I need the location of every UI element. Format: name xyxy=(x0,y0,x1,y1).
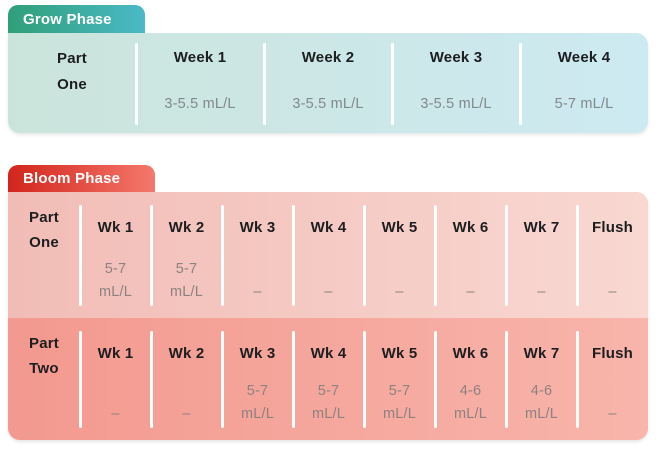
column-divider xyxy=(135,43,138,125)
bloom-r1-wk5-value: – xyxy=(395,284,404,300)
bloom-r1-wk3-header: Wk 3 xyxy=(239,219,276,236)
grow-week3-cell: Week 3 3-5.5 mL/L xyxy=(392,33,520,133)
bloom-r2-wk5-value: 5-7 mL/L xyxy=(382,383,417,422)
bloom-r2-wk4-cell: Wk 4 5-7 mL/L xyxy=(293,318,364,440)
bloom-r1-wk1-cell: Wk 1 5-7 mL/L xyxy=(80,192,151,318)
bloom-r2-wk2-value: – xyxy=(182,406,191,422)
bloom-r2-flush-value: – xyxy=(608,406,617,422)
grow-week1-value: 3-5.5 mL/L xyxy=(164,96,236,112)
column-divider xyxy=(263,43,266,125)
bloom-r2-wk3-header: Wk 3 xyxy=(239,345,276,362)
bloom-r1-wk4-value: – xyxy=(324,284,333,300)
bloom-phase-table: Part One Wk 1 5-7 mL/L Wk 2 5-7 mL/L Wk 3 … xyxy=(8,192,648,440)
column-divider xyxy=(150,205,153,306)
bloom-r1-wk3-cell: Wk 3 – xyxy=(222,192,293,318)
column-divider xyxy=(221,331,224,428)
bloom-r1-wk4-header: Wk 4 xyxy=(310,219,347,236)
column-divider xyxy=(391,43,394,125)
bloom-r2-wk3-cell: Wk 3 5-7 mL/L xyxy=(222,318,293,440)
bloom-r2-wk7-value: 4-6 mL/L xyxy=(524,383,559,422)
grow-week3-header: Week 3 xyxy=(429,49,483,66)
bloom-phase-tab-label: Bloom Phase xyxy=(23,170,121,187)
grow-phase-table: Part One Week 1 3-5.5 mL/L Week 2 3-5.5 … xyxy=(8,33,648,133)
column-divider xyxy=(292,205,295,306)
bloom-r1-wk2-cell: Wk 2 5-7 mL/L xyxy=(151,192,222,318)
grow-week3-value: 3-5.5 mL/L xyxy=(420,96,492,112)
bloom-r2-wk4-value: 5-7 mL/L xyxy=(311,383,346,422)
bloom-r2-wk5-cell: Wk 5 5-7 mL/L xyxy=(364,318,435,440)
column-divider xyxy=(221,205,224,306)
bloom-r1-wk5-cell: Wk 5 – xyxy=(364,192,435,318)
column-divider xyxy=(79,205,82,306)
bloom-r2-wk1-value: – xyxy=(111,406,120,422)
bloom-r1-wk2-header: Wk 2 xyxy=(168,219,205,236)
bloom-r2-flush-cell: Flush – xyxy=(577,318,648,440)
bloom-part-two-label: Part Two xyxy=(8,318,80,440)
column-divider xyxy=(505,205,508,306)
bloom-r1-wk6-cell: Wk 6 – xyxy=(435,192,506,318)
grow-part-line2: One xyxy=(57,76,87,93)
bloom-r2-wk3-value: 5-7 mL/L xyxy=(240,383,275,422)
bloom-r2-wk6-value: 4-6 mL/L xyxy=(453,383,488,422)
bloom-r2-wk7-cell: Wk 7 4-6 mL/L xyxy=(506,318,577,440)
bloom-r2-wk1-cell: Wk 1 – xyxy=(80,318,151,440)
bloom-r2-part-line2: Two xyxy=(29,360,59,377)
column-divider xyxy=(519,43,522,125)
column-divider xyxy=(363,331,366,428)
bloom-r2-wk5-header: Wk 5 xyxy=(381,345,418,362)
column-divider xyxy=(150,331,153,428)
bloom-r1-wk1-header: Wk 1 xyxy=(97,219,134,236)
bloom-part-one-label: Part One xyxy=(8,192,80,318)
bloom-r1-part-line2: One xyxy=(29,234,59,251)
grow-week4-cell: Week 4 5-7 mL/L xyxy=(520,33,648,133)
bloom-r1-flush-value: – xyxy=(608,284,617,300)
bloom-r1-part-line1: Part xyxy=(29,209,59,226)
column-divider xyxy=(505,331,508,428)
bloom-r2-wk1-header: Wk 1 xyxy=(97,345,134,362)
column-divider xyxy=(292,331,295,428)
bloom-r1-wk2-value: 5-7 mL/L xyxy=(169,261,204,300)
bloom-part-two-row: Part Two Wk 1 – Wk 2 – Wk 3 5-7 mL/L Wk 4… xyxy=(8,318,648,440)
bloom-r1-wk6-value: – xyxy=(466,284,475,300)
grow-phase-tab-label: Grow Phase xyxy=(23,10,112,28)
column-divider xyxy=(79,331,82,428)
grow-week2-header: Week 2 xyxy=(301,49,355,66)
bloom-r2-wk2-header: Wk 2 xyxy=(168,345,205,362)
grow-week4-header: Week 4 xyxy=(557,49,611,66)
bloom-r1-wk7-header: Wk 7 xyxy=(523,219,560,236)
bloom-r1-wk1-value: 5-7 mL/L xyxy=(98,261,133,300)
grow-week1-header: Week 1 xyxy=(173,49,227,66)
column-divider xyxy=(434,331,437,428)
bloom-r1-flush-cell: Flush – xyxy=(577,192,648,318)
bloom-phase-tab: Bloom Phase xyxy=(8,165,155,192)
bloom-r2-wk4-header: Wk 4 xyxy=(310,345,347,362)
bloom-r1-wk4-cell: Wk 4 – xyxy=(293,192,364,318)
grow-week4-value: 5-7 mL/L xyxy=(554,96,614,112)
bloom-r2-wk6-cell: Wk 6 4-6 mL/L xyxy=(435,318,506,440)
bloom-r1-flush-header: Flush xyxy=(592,219,633,236)
bloom-r2-wk2-cell: Wk 2 – xyxy=(151,318,222,440)
column-divider xyxy=(576,205,579,306)
column-divider xyxy=(363,205,366,306)
bloom-r2-flush-header: Flush xyxy=(592,345,633,362)
bloom-r1-wk7-cell: Wk 7 – xyxy=(506,192,577,318)
bloom-r1-wk3-value: – xyxy=(253,284,262,300)
bloom-r1-wk5-header: Wk 5 xyxy=(381,219,418,236)
column-divider xyxy=(434,205,437,306)
grow-week2-value: 3-5.5 mL/L xyxy=(292,96,364,112)
grow-phase-tab: Grow Phase xyxy=(8,5,145,33)
column-divider xyxy=(576,331,579,428)
grow-part-line1: Part xyxy=(57,50,87,67)
grow-part-one-label: Part One xyxy=(8,33,136,133)
grow-week2-cell: Week 2 3-5.5 mL/L xyxy=(264,33,392,133)
bloom-r1-wk7-value: – xyxy=(537,284,546,300)
bloom-r1-wk6-header: Wk 6 xyxy=(452,219,489,236)
bloom-r2-wk6-header: Wk 6 xyxy=(452,345,489,362)
grow-week1-cell: Week 1 3-5.5 mL/L xyxy=(136,33,264,133)
bloom-part-one-row: Part One Wk 1 5-7 mL/L Wk 2 5-7 mL/L Wk 3 … xyxy=(8,192,648,318)
bloom-r2-wk7-header: Wk 7 xyxy=(523,345,560,362)
bloom-r2-part-line1: Part xyxy=(29,335,59,352)
